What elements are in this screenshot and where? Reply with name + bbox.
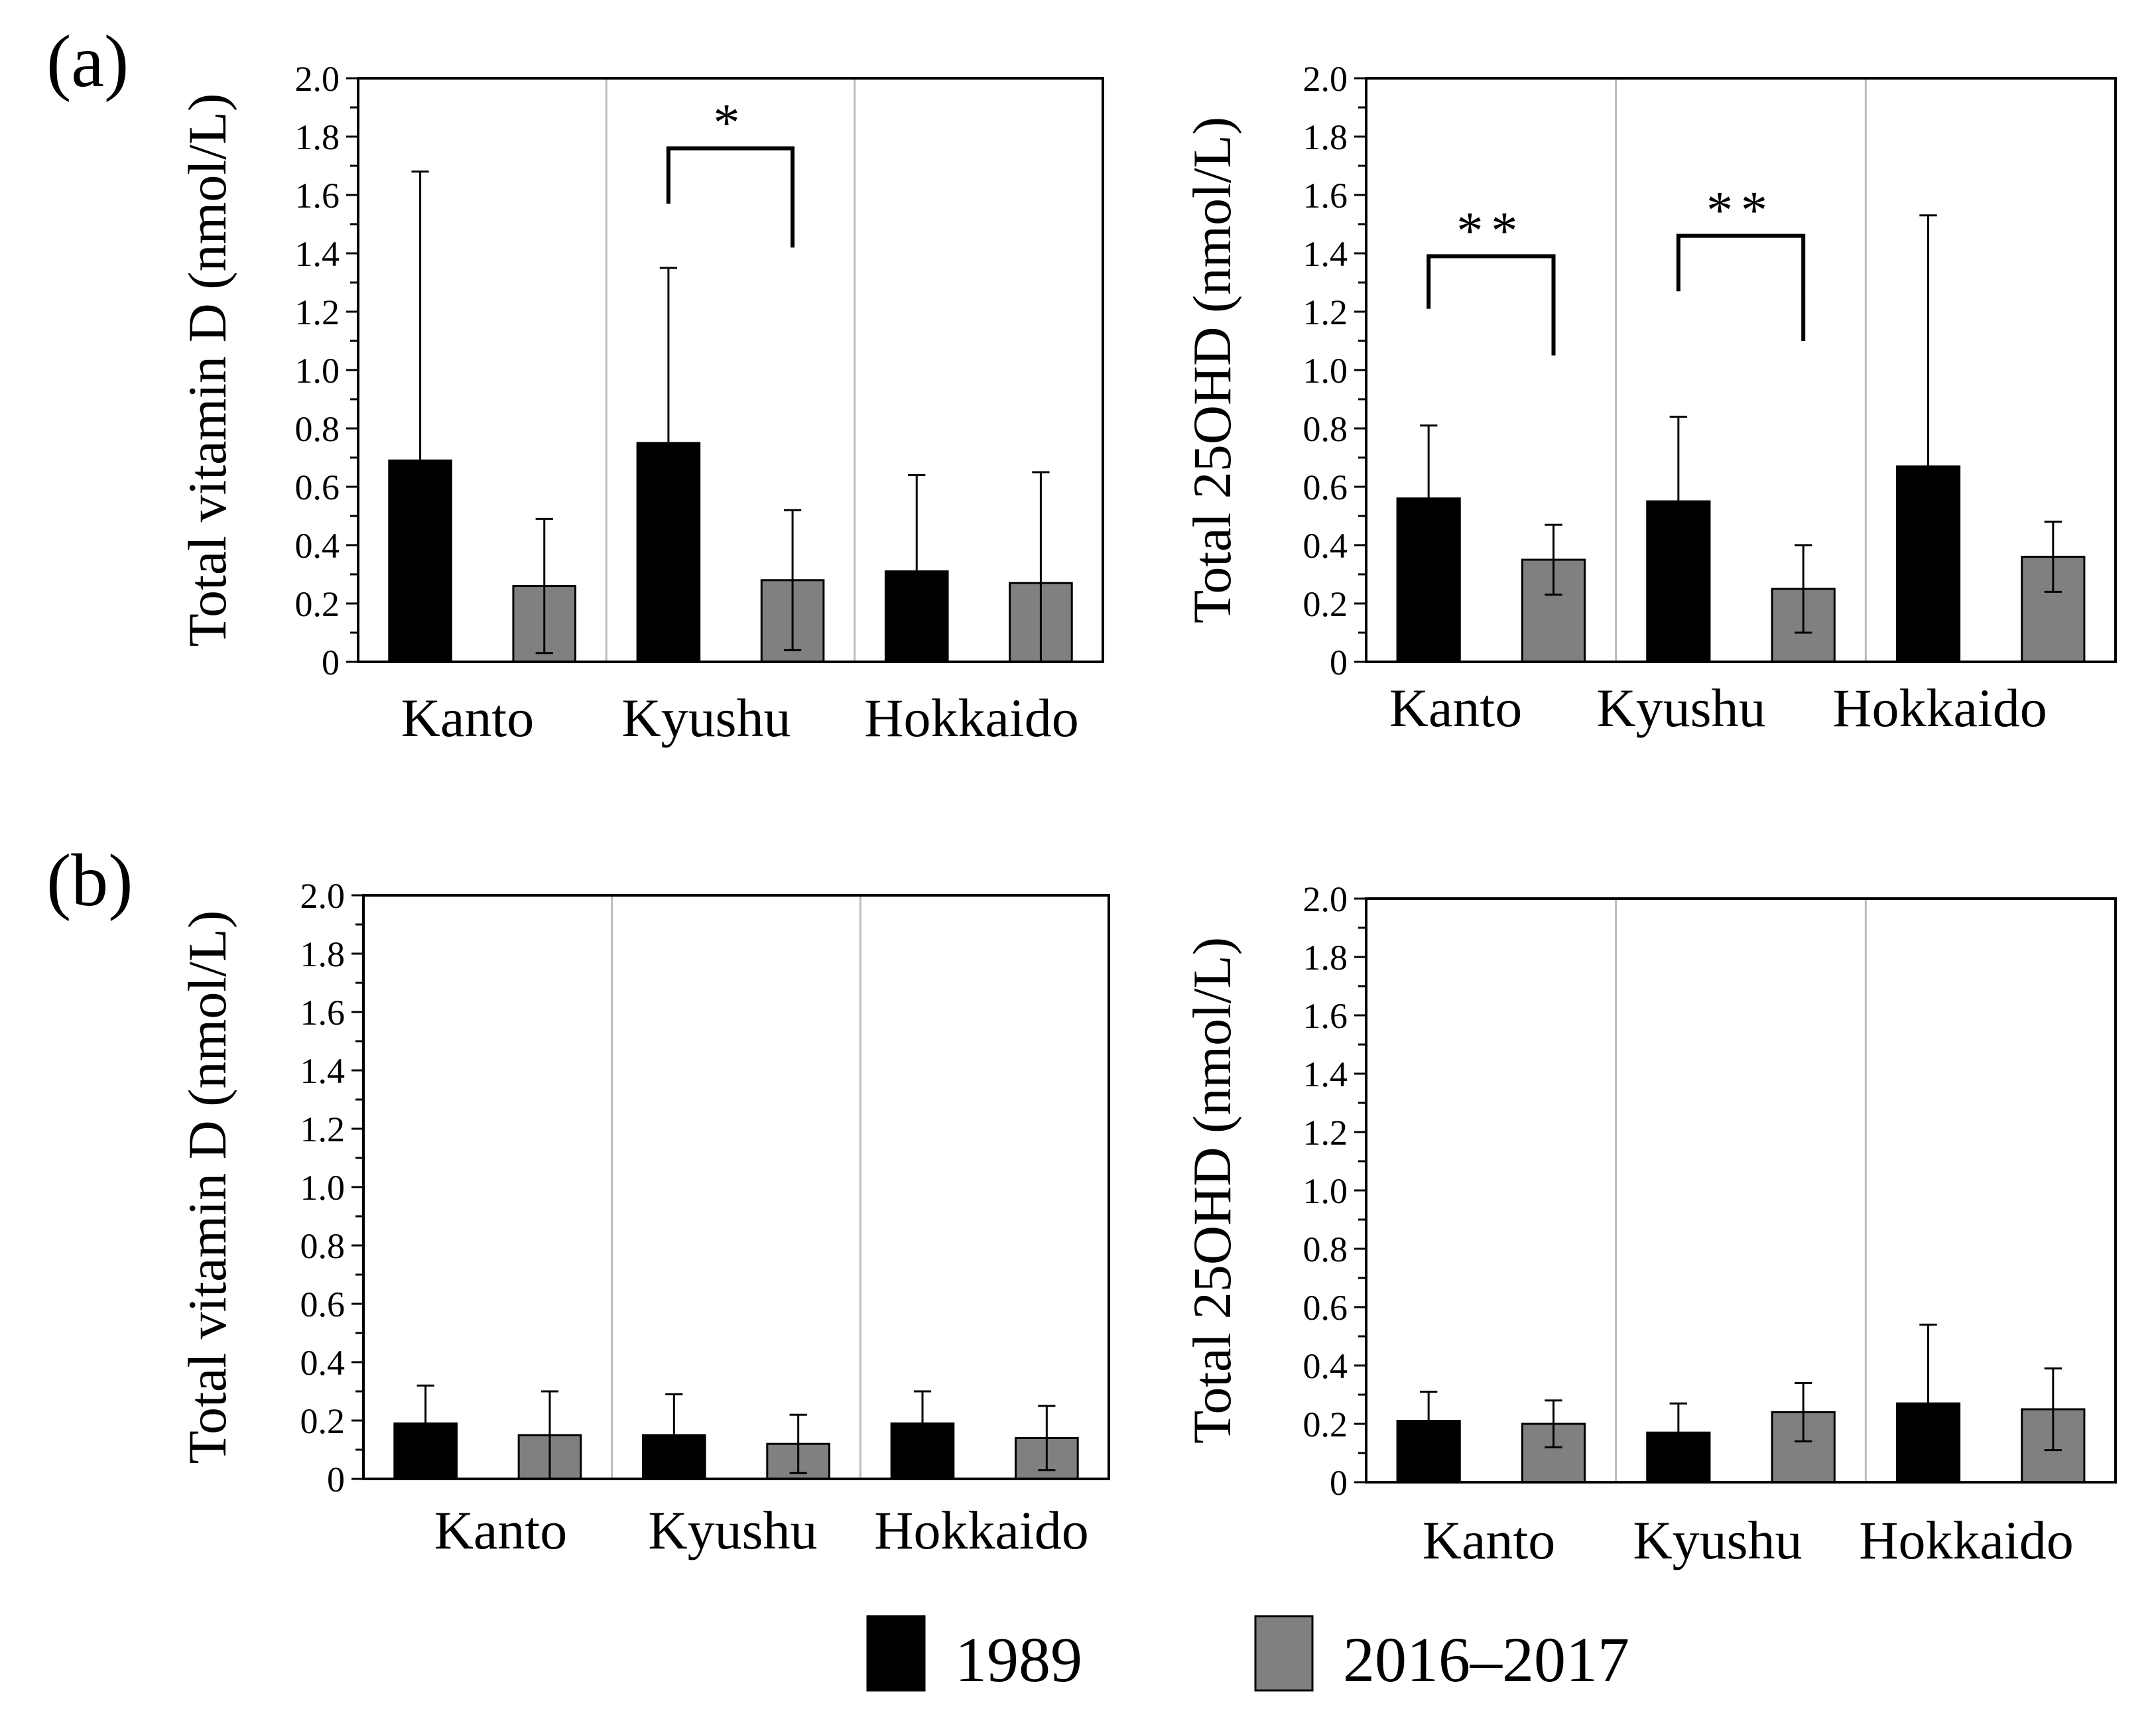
y-tick-label: 2.0: [300, 876, 346, 916]
y-tick-label: 1.0: [1303, 1171, 1348, 1211]
category-label-kyushu: Kyushu: [1596, 678, 1765, 738]
chart-1: 0 0.2 0.4 0.6 0.8 1.0 1.2 1.4 1.6 1.8 2.0 Total vit…: [177, 59, 1104, 748]
legend-swatch-1989: [866, 1615, 926, 1692]
y-tick-label: 0.2: [1303, 584, 1348, 624]
category-label-kanto: Kanto: [1423, 1510, 1555, 1570]
category-label-kyushu: Kyushu: [648, 1500, 817, 1560]
bar-1989-kyushu: [642, 1434, 706, 1480]
y-axis-label: Total 25OHD (nmol/L): [1182, 117, 1242, 623]
y-tick-label: 0.8: [1303, 409, 1348, 449]
bar-1989-hokkaido: [890, 1422, 955, 1480]
y-tick-label: 1.2: [1303, 1113, 1348, 1153]
legend-label-2016-2017: 2016–2017: [1343, 1624, 1629, 1695]
y-tick-label: 2.0: [1303, 879, 1348, 919]
bar-1989-kanto: [393, 1422, 458, 1480]
plot-frame: [1365, 77, 2117, 663]
significance-marker: *: [714, 94, 748, 153]
y-tick-label: 0.4: [1303, 526, 1348, 566]
category-label-hokkaido: Hokkaido: [874, 1500, 1088, 1560]
y-tick-label: 1.6: [1303, 996, 1348, 1036]
legend: 1989 2016–2017: [866, 1615, 1629, 1695]
y-tick-label: 1.0: [300, 1168, 346, 1208]
bar-1989-kyushu: [1646, 1431, 1711, 1484]
category-label-hokkaido: Hokkaido: [1832, 678, 2047, 738]
category-label-kanto: Kanto: [1389, 678, 1522, 738]
plot-frame: [357, 77, 1104, 663]
bar-1989-kanto: [388, 459, 452, 663]
plot-frame: [1365, 897, 2117, 1484]
y-tick-label: 0: [322, 643, 340, 682]
category-label-kanto: Kanto: [434, 1500, 567, 1560]
y-tick-label: 1.8: [1303, 938, 1348, 978]
bar-1989-kyushu: [636, 442, 701, 663]
y-tick-label: 0.4: [1303, 1346, 1348, 1386]
y-tick-label: 0.6: [1303, 1288, 1348, 1328]
y-tick-label: 1.8: [300, 934, 346, 974]
y-tick-label: 0.6: [300, 1285, 346, 1324]
y-tick-label: 1.6: [1303, 176, 1348, 216]
bar-1989-hokkaido: [1895, 1402, 1961, 1484]
bar-1989-hokkaido: [1895, 465, 1961, 663]
y-tick-label: 0.6: [1303, 468, 1348, 507]
significance-marker: **: [1456, 202, 1525, 260]
panel-label-b: (b): [46, 840, 133, 922]
y-tick-label: 0: [1330, 643, 1348, 682]
category-label-kyushu: Kyushu: [1633, 1510, 1802, 1570]
legend-label-1989: 1989: [955, 1624, 1082, 1695]
y-tick-label: 0.6: [295, 468, 340, 507]
chart-4: 0 0.2 0.4 0.6 0.8 1.0 1.2 1.4 1.6 1.8 2.0 Total 25O…: [1182, 879, 2117, 1570]
y-tick-label: 2.0: [1303, 59, 1348, 99]
y-tick-label: 0.8: [1303, 1230, 1348, 1269]
y-tick-label: 1.4: [300, 1051, 346, 1091]
category-label-kanto: Kanto: [401, 688, 534, 748]
y-tick-label: 0.8: [295, 409, 340, 449]
significance-bracket: [1676, 233, 1806, 341]
category-label-hokkaido: Hokkaido: [864, 688, 1078, 748]
y-tick-label: 2.0: [295, 59, 340, 99]
bar-1989-kanto: [1396, 1420, 1461, 1484]
y-axis-label: Total 25OHD (nmol/L): [1182, 937, 1242, 1444]
y-tick-label: 1.4: [1303, 1054, 1348, 1094]
chart-2: 0 0.2 0.4 0.6 0.8 1.0 1.2 1.4 1.6 1.8 2.0 Total 25O…: [1182, 59, 2117, 738]
y-tick-label: 0.2: [1303, 1405, 1348, 1444]
y-tick-label: 0.2: [295, 584, 340, 624]
bar-1989-hokkaido: [884, 570, 949, 663]
bar-1989-kyushu: [1646, 500, 1711, 663]
y-tick-label: 1.2: [295, 292, 340, 332]
y-tick-label: 1.8: [1303, 117, 1348, 157]
y-tick-label: 1.0: [295, 351, 340, 391]
y-tick-label: 0: [1330, 1463, 1348, 1503]
y-tick-label: 0.8: [300, 1226, 346, 1266]
y-tick-label: 1.6: [300, 993, 346, 1033]
bar-1989-kanto: [1396, 497, 1461, 663]
y-tick-label: 1.4: [295, 234, 340, 274]
y-tick-label: 0.4: [295, 526, 340, 566]
y-tick-label: 0: [327, 1460, 345, 1499]
category-label-hokkaido: Hokkaido: [1859, 1510, 2073, 1570]
plot-frame: [362, 894, 1110, 1480]
significance-bracket: [1427, 254, 1556, 355]
y-axis-label: Total vitamin D (nmol/L): [177, 94, 237, 647]
y-tick-label: 1.2: [1303, 292, 1348, 332]
significance-marker: **: [1706, 182, 1775, 240]
chart-3: 0 0.2 0.4 0.6 0.8 1.0 1.2 1.4 1.6 1.8 2.0 Total vit…: [177, 876, 1110, 1560]
significance-bracket: [666, 146, 795, 248]
y-tick-label: 1.0: [1303, 351, 1348, 391]
y-axis-label: Total vitamin D (nmol/L): [177, 911, 237, 1464]
y-tick-label: 1.4: [1303, 234, 1348, 274]
y-tick-label: 0.2: [300, 1401, 346, 1441]
y-tick-label: 1.2: [300, 1109, 346, 1149]
y-tick-label: 1.6: [295, 176, 340, 216]
panel-label-a: (a): [46, 21, 129, 103]
y-tick-label: 1.8: [295, 117, 340, 157]
legend-swatch-2016-2017: [1254, 1615, 1314, 1692]
y-tick-label: 0.4: [300, 1343, 346, 1383]
category-label-kyushu: Kyushu: [621, 688, 791, 748]
